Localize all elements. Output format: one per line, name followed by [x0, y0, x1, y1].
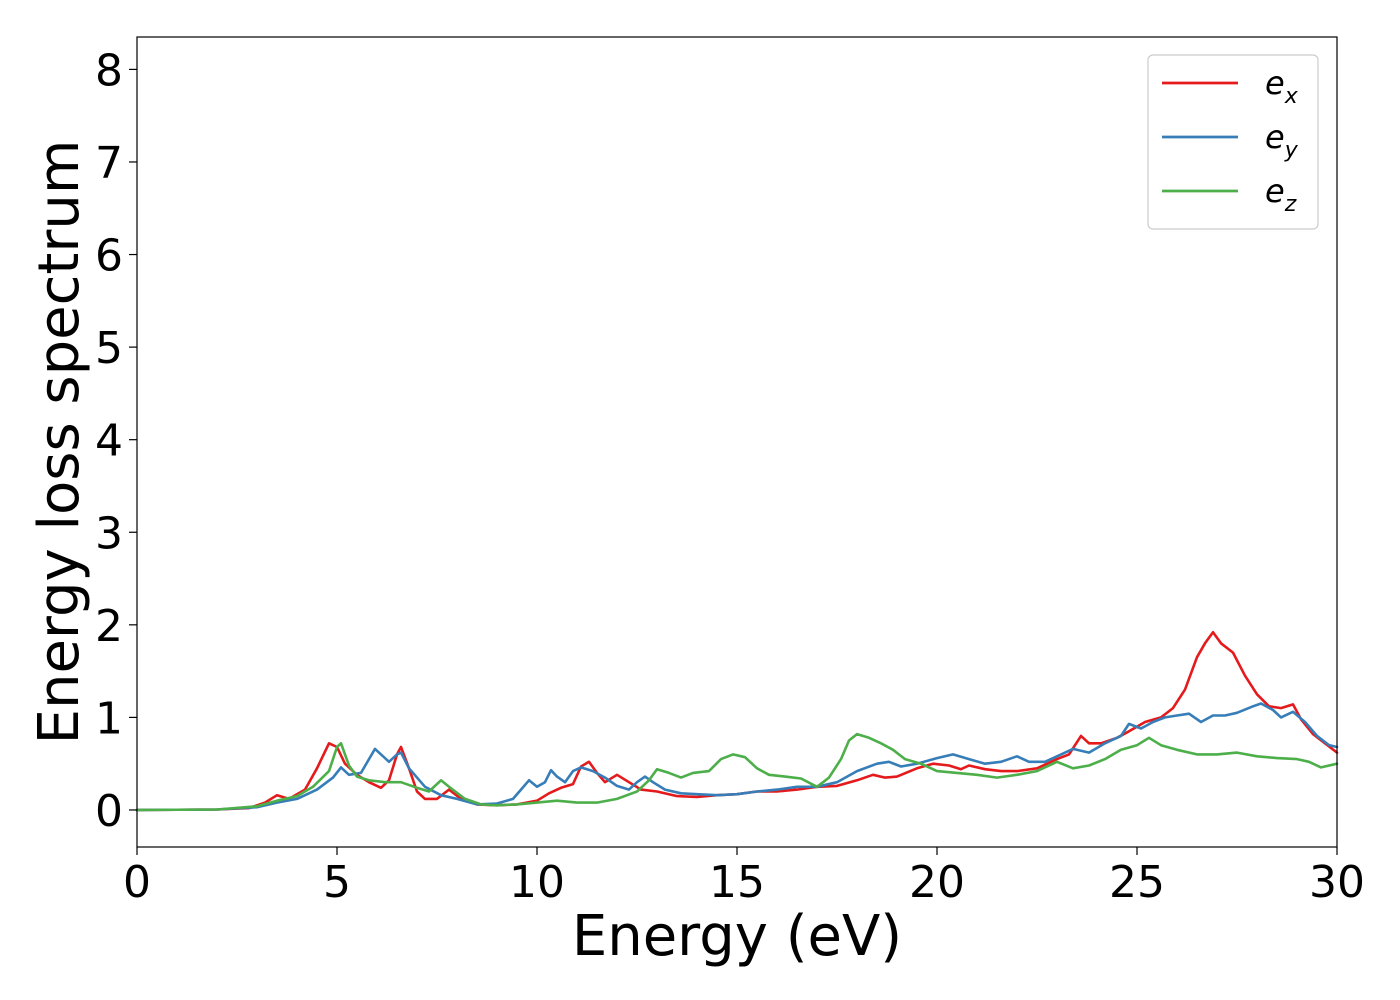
x-tick-label: 5 [323, 857, 351, 908]
legend-box [1147, 54, 1319, 230]
y-tick-label: 5 [95, 323, 123, 374]
x-tick-label: 0 [123, 857, 151, 908]
x-tick-label: 30 [1309, 857, 1365, 908]
series-line-z [135, 732, 1339, 812]
y-tick-label: 2 [95, 601, 123, 652]
series-layer [135, 630, 1339, 812]
x-axis-title: Energy (eV) [572, 904, 902, 969]
y-tick-label: 6 [95, 231, 123, 282]
y-tick-label: 3 [95, 508, 123, 559]
legend-label-x: ex [1265, 64, 1299, 109]
legend: ex ey ez [1147, 54, 1319, 230]
y-tick-label: 0 [95, 786, 123, 837]
y-axis-ticks: 0 1 2 3 4 5 6 7 8 [95, 45, 137, 837]
y-tick-label: 1 [95, 693, 123, 744]
y-tick-label: 8 [95, 45, 123, 96]
x-tick-label: 15 [709, 857, 765, 908]
y-tick-label: 4 [95, 416, 123, 467]
x-axis-ticks: 0 5 10 15 20 25 30 [123, 847, 1365, 908]
y-tick-label: 7 [95, 138, 123, 189]
legend-label-y: ey [1265, 118, 1299, 163]
legend-label-z: ez [1265, 172, 1297, 217]
x-tick-label: 20 [909, 857, 965, 908]
x-tick-label: 25 [1109, 857, 1165, 908]
x-tick-label: 10 [509, 857, 565, 908]
y-axis-title: Energy loss spectrum [27, 140, 92, 745]
series-line-y [135, 702, 1339, 812]
